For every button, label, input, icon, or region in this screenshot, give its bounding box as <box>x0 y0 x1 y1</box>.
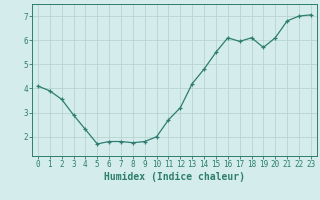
X-axis label: Humidex (Indice chaleur): Humidex (Indice chaleur) <box>104 172 245 182</box>
